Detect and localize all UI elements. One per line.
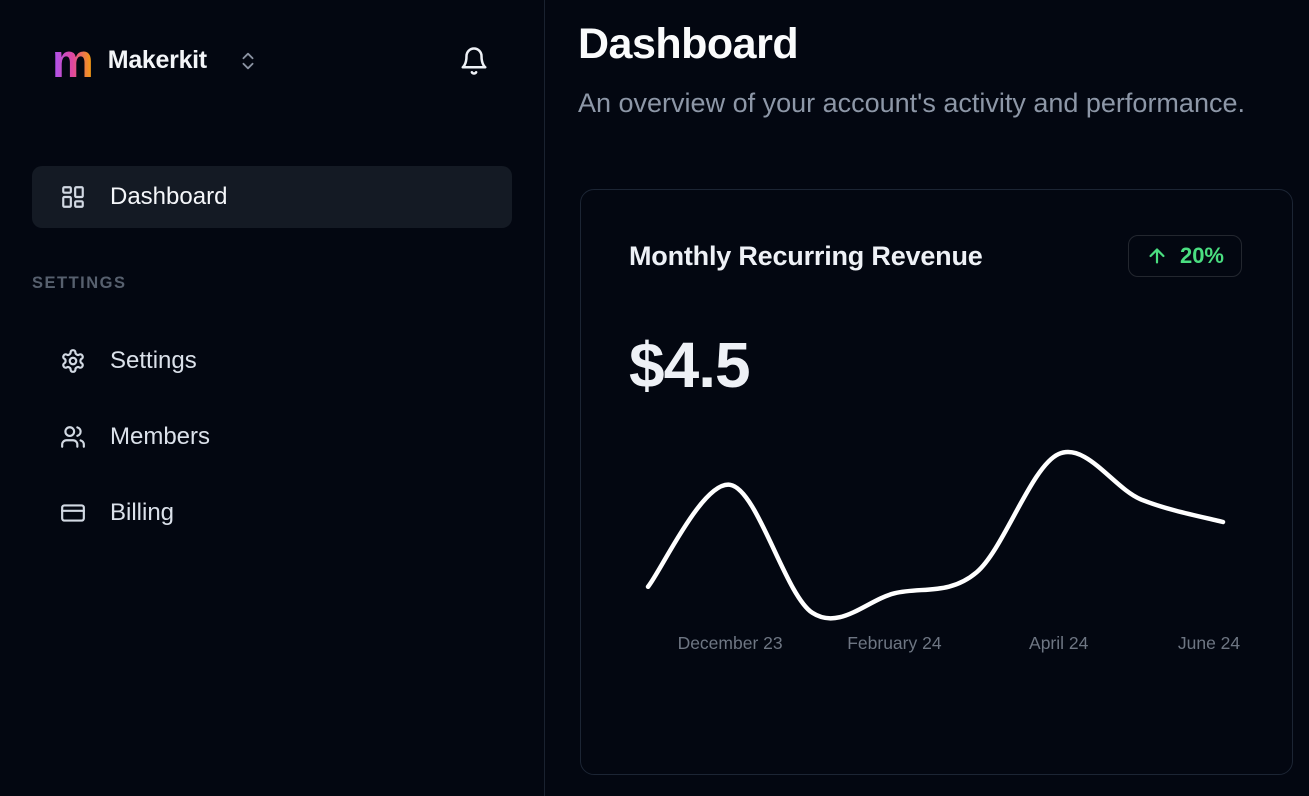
mrr-card-title: Monthly Recurring Revenue: [629, 240, 983, 271]
sidebar-header: m Makerkit: [52, 34, 489, 88]
x-axis-label: June 24: [1178, 633, 1241, 653]
sidebar-item-billing[interactable]: Billing: [32, 482, 512, 544]
settings-nav: Settings Members Billing: [0, 330, 545, 558]
chart-line: [645, 449, 1226, 621]
sidebar-item-label: Settings: [110, 347, 197, 374]
x-axis-label: February 24: [847, 633, 942, 653]
sidebar-item-settings[interactable]: Settings: [32, 330, 512, 392]
gear-icon: [60, 348, 86, 374]
trend-badge: 20%: [1127, 235, 1242, 277]
bell-icon: [459, 46, 489, 76]
sidebar-item-dashboard[interactable]: Dashboard: [32, 166, 512, 228]
x-axis-label: April 24: [1029, 633, 1089, 653]
chart-svg: December 23 February 24 April 24 June 24: [645, 449, 1241, 653]
credit-card-icon: [60, 500, 86, 526]
mrr-card: Monthly Recurring Revenue 20% $4.5 Decem…: [580, 189, 1293, 775]
arrow-up-icon: [1146, 245, 1168, 267]
team-name: Makerkit: [107, 46, 207, 75]
sidebar-item-members[interactable]: Members: [32, 406, 512, 468]
trend-value: 20%: [1179, 243, 1224, 268]
sidebar-item-label: Dashboard: [110, 183, 228, 210]
makerkit-logo-icon: m: [52, 33, 94, 87]
page-title: Dashboard: [578, 20, 799, 68]
mrr-amount: $4.5: [629, 329, 751, 401]
sidebar: m Makerkit Dashboard SETTINGS Settings: [0, 0, 545, 796]
sidebar-item-label: Members: [110, 423, 211, 450]
mrr-card-header: Monthly Recurring Revenue 20%: [629, 234, 1242, 278]
chevrons-up-down-icon: [237, 50, 259, 72]
layout-dashboard-icon: [60, 184, 86, 210]
x-axis-labels: December 23 February 24 April 24 June 24: [678, 633, 1241, 653]
mrr-line-chart: December 23 February 24 April 24 June 24: [628, 428, 1288, 666]
team-selector[interactable]: m Makerkit: [52, 33, 259, 87]
main-content: Dashboard An overview of your account's …: [546, 0, 1309, 796]
notifications-button[interactable]: [459, 46, 489, 76]
x-axis-label: December 23: [678, 633, 783, 653]
page-subtitle: An overview of your account's activity a…: [578, 88, 1245, 118]
users-icon: [60, 424, 86, 450]
settings-section-label: SETTINGS: [32, 274, 127, 292]
sidebar-item-label: Billing: [110, 499, 175, 526]
